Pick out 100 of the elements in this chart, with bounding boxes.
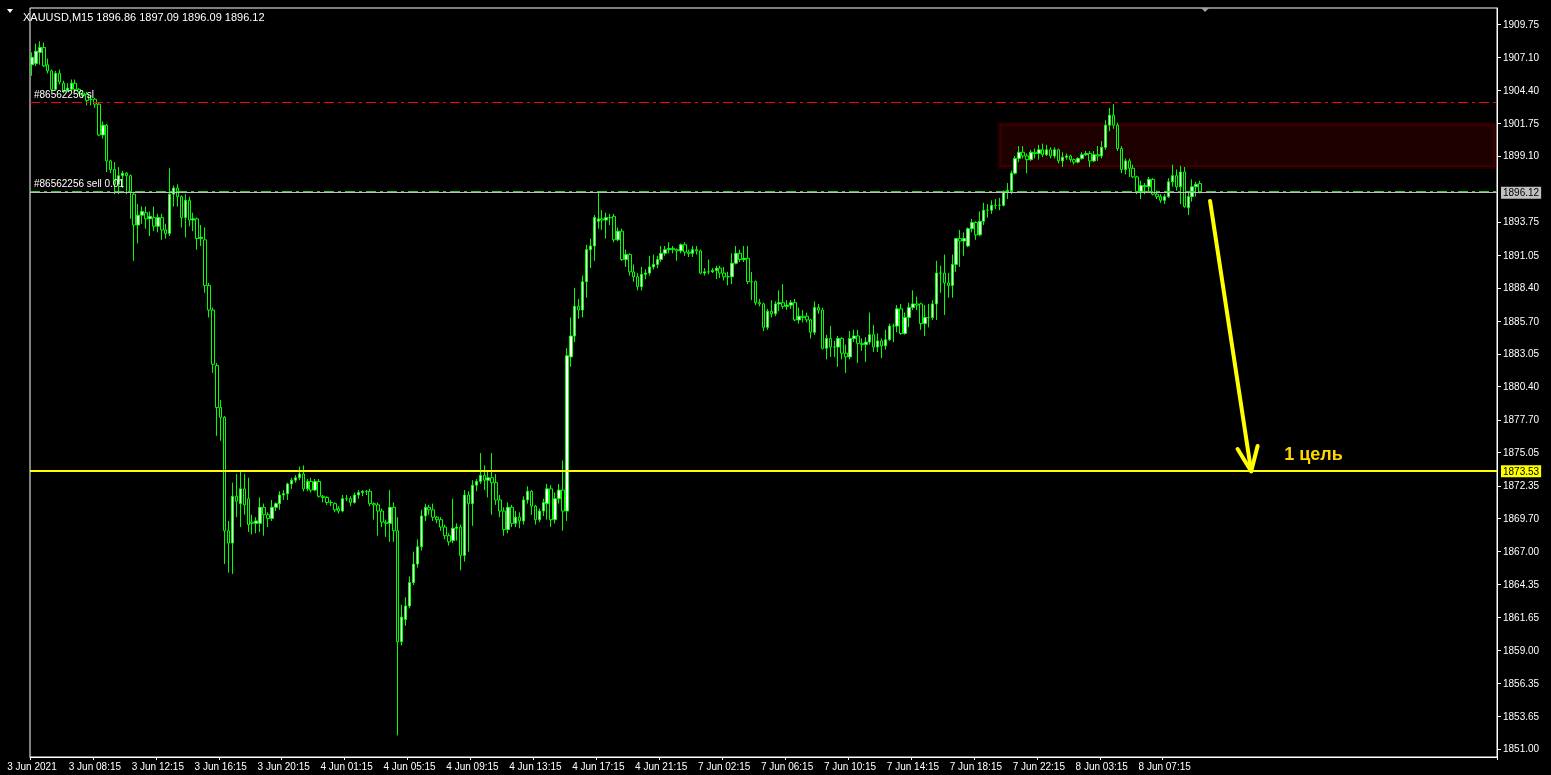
candlestick xyxy=(738,249,742,263)
x-tick-label: 7 Jun 10:15 xyxy=(823,760,877,772)
y-tick-label: 1869.70 xyxy=(1503,512,1540,524)
ref-line-label: 1873.53 xyxy=(1503,465,1540,477)
candlestick xyxy=(1147,176,1151,193)
x-tick-label: 4 Jun 05:15 xyxy=(383,760,437,772)
candlestick xyxy=(762,302,765,332)
candlestick xyxy=(1080,151,1084,161)
x-tick-label: 7 Jun 22:15 xyxy=(1012,760,1066,772)
ref-line-label: 1896.12 xyxy=(1503,187,1540,199)
candlestick xyxy=(1072,157,1076,166)
candlestick xyxy=(1194,181,1198,198)
candlestick xyxy=(1092,150,1096,163)
x-tick-label: 4 Jun 09:15 xyxy=(446,760,500,772)
candlestick xyxy=(376,501,380,537)
candlestick xyxy=(451,498,455,544)
y-tick-label: 1891.05 xyxy=(1503,249,1540,261)
candlestick xyxy=(707,259,710,275)
candlestick xyxy=(148,210,152,237)
candlestick xyxy=(97,102,101,137)
candlestick xyxy=(1159,193,1162,204)
x-tick-label: 8 Jun 03:15 xyxy=(1075,760,1129,772)
y-tick-label: 1851.00 xyxy=(1503,743,1540,755)
candlestick xyxy=(349,495,352,507)
y-tick-label: 1867.00 xyxy=(1503,546,1540,558)
annotation: 1 цель xyxy=(1284,444,1343,465)
y-tick-label: 1899.10 xyxy=(1503,150,1540,162)
candlestick xyxy=(357,489,360,500)
candlestick xyxy=(184,193,187,238)
candlestick xyxy=(152,206,156,232)
candlestick xyxy=(691,245,694,258)
candlestick xyxy=(612,213,616,243)
y-tick-label: 1856.35 xyxy=(1503,677,1540,689)
candlestick xyxy=(490,452,494,516)
candlestick xyxy=(1151,177,1155,196)
candlestick xyxy=(648,255,651,277)
x-tick-label: 8 Jun 07:15 xyxy=(1138,760,1192,772)
chart-title: XAUUSD,M15 1896.86 1897.09 1896.09 1896.12 xyxy=(23,10,265,23)
candlestick xyxy=(1045,144,1048,157)
candlestick xyxy=(302,464,305,492)
y-tick-label: 1883.05 xyxy=(1503,348,1540,360)
candlestick xyxy=(1139,180,1143,200)
x-tick-label: 7 Jun 06:15 xyxy=(760,760,814,772)
candlestick xyxy=(160,213,164,241)
candlestick xyxy=(38,40,42,66)
x-tick-label: 4 Jun 01:15 xyxy=(320,760,374,772)
x-tick-label: 3 Jun 16:15 xyxy=(194,760,248,772)
candlestick xyxy=(309,477,313,494)
x-tick-label: 3 Jun 20:15 xyxy=(257,760,311,772)
candlestick xyxy=(105,123,108,173)
candlestick xyxy=(667,241,671,254)
candlestick xyxy=(506,501,510,534)
y-tick-label: 1859.00 xyxy=(1503,644,1540,656)
x-tick-label: 3 Jun 12:15 xyxy=(131,760,185,772)
candlestick xyxy=(899,303,903,336)
candlestick xyxy=(1033,148,1037,159)
x-tick-label: 3 Jun 08:15 xyxy=(68,760,122,772)
x-tick-label: 7 Jun 14:15 xyxy=(886,760,940,772)
candlestick xyxy=(278,490,281,511)
candlestick xyxy=(1002,189,1005,207)
candlestick xyxy=(1057,148,1060,164)
candlestick xyxy=(431,503,435,522)
candlestick xyxy=(1053,146,1056,159)
x-tick-label: 3 Jun 2021 xyxy=(7,760,58,772)
x-tick-label: 4 Jun 17:15 xyxy=(572,760,625,772)
candlestick xyxy=(801,309,805,323)
candlestick xyxy=(990,199,993,215)
y-tick-label: 1877.70 xyxy=(1503,414,1540,426)
candlestick xyxy=(239,469,242,528)
candlestick xyxy=(317,478,321,498)
candlestick xyxy=(604,212,608,240)
y-tick-label: 1888.40 xyxy=(1503,282,1540,294)
candlestick xyxy=(168,167,171,237)
candlestick xyxy=(1076,156,1080,164)
candlestick xyxy=(718,265,722,279)
candlestick xyxy=(195,217,199,251)
x-tick-label: 7 Jun 02:15 xyxy=(698,760,751,772)
candlestick xyxy=(258,496,262,533)
y-tick-label: 1885.70 xyxy=(1503,315,1540,327)
candlestick xyxy=(958,229,962,268)
candlestick xyxy=(722,266,726,281)
y-tick-label: 1861.65 xyxy=(1503,612,1540,624)
candlestick xyxy=(699,249,702,275)
y-tick-label: 1875.05 xyxy=(1503,446,1540,458)
candlestick xyxy=(1037,144,1041,161)
candlestick xyxy=(1041,143,1044,158)
x-tick-label: 4 Jun 13:15 xyxy=(509,760,562,772)
candlestick xyxy=(549,484,553,528)
candlestick xyxy=(388,489,392,543)
y-tick-label: 1909.75 xyxy=(1503,19,1540,31)
candlestick xyxy=(1049,146,1052,159)
x-tick-label: 4 Jun 21:15 xyxy=(635,760,688,772)
candlestick xyxy=(943,254,946,316)
candlestick xyxy=(683,241,687,257)
candlestick xyxy=(813,300,816,336)
x-tick-label: 7 Jun 18:15 xyxy=(949,760,1003,772)
candlestick xyxy=(325,495,329,506)
candlestick xyxy=(640,266,643,291)
candlestick xyxy=(1096,145,1100,162)
candlestick xyxy=(1061,151,1064,168)
